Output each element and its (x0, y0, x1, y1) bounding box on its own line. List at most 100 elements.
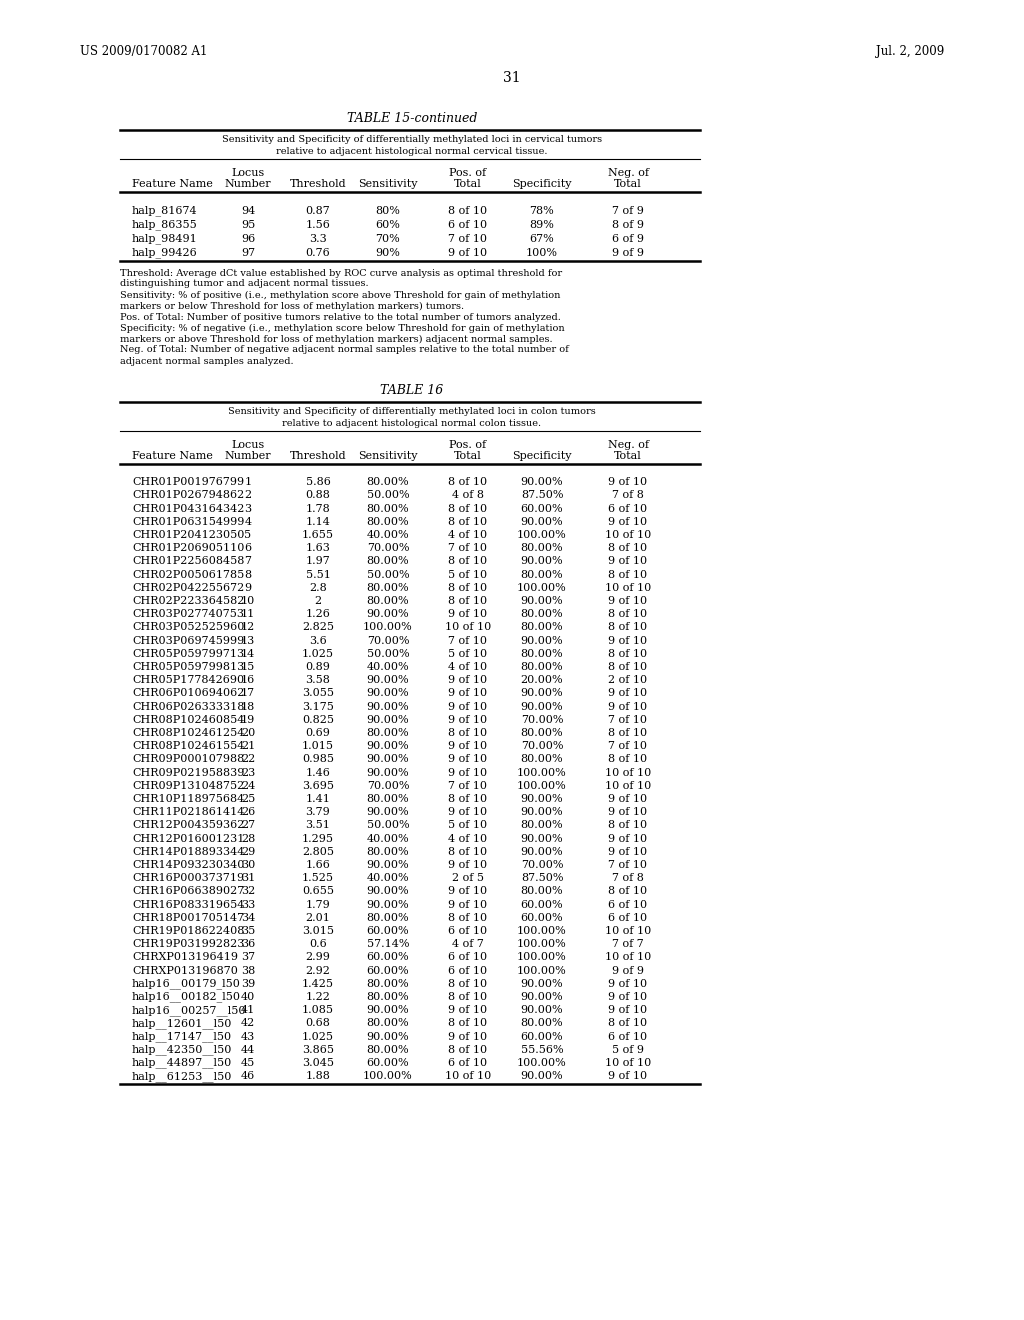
Text: 80.00%: 80.00% (520, 544, 563, 553)
Text: 1.78: 1.78 (305, 504, 331, 513)
Text: 60.00%: 60.00% (367, 1059, 410, 1068)
Text: 70%: 70% (376, 234, 400, 244)
Text: 90.00%: 90.00% (520, 979, 563, 989)
Text: CHR12P004359362: CHR12P004359362 (132, 821, 245, 830)
Text: 34: 34 (241, 913, 255, 923)
Text: 7 of 10: 7 of 10 (449, 636, 487, 645)
Text: 2 of 10: 2 of 10 (608, 676, 647, 685)
Text: 70.00%: 70.00% (367, 636, 410, 645)
Text: 80.00%: 80.00% (367, 557, 410, 566)
Text: Total: Total (454, 180, 482, 189)
Text: 90.00%: 90.00% (367, 1032, 410, 1041)
Text: 70.00%: 70.00% (521, 715, 563, 725)
Text: 80.00%: 80.00% (367, 1019, 410, 1028)
Text: 9 of 10: 9 of 10 (449, 689, 487, 698)
Text: 90.00%: 90.00% (520, 993, 563, 1002)
Text: halp_98491: halp_98491 (132, 234, 198, 244)
Text: 9 of 10: 9 of 10 (608, 847, 647, 857)
Text: 5 of 9: 5 of 9 (612, 1045, 644, 1055)
Text: CHR08P102461554: CHR08P102461554 (132, 742, 245, 751)
Text: CHR10P118975684: CHR10P118975684 (132, 795, 245, 804)
Text: 87.50%: 87.50% (521, 491, 563, 500)
Text: 0.825: 0.825 (302, 715, 334, 725)
Text: 80.00%: 80.00% (520, 729, 563, 738)
Text: 9 of 10: 9 of 10 (608, 597, 647, 606)
Text: CHR03P027740753: CHR03P027740753 (132, 610, 244, 619)
Text: 8: 8 (245, 570, 252, 579)
Text: 60%: 60% (376, 220, 400, 230)
Text: 60.00%: 60.00% (520, 504, 563, 513)
Text: 4 of 7: 4 of 7 (452, 940, 484, 949)
Text: 10 of 10: 10 of 10 (605, 953, 651, 962)
Text: CHR05P059799813: CHR05P059799813 (132, 663, 245, 672)
Text: Threshold: Threshold (290, 451, 346, 461)
Text: 94: 94 (241, 206, 255, 216)
Text: Feature Name: Feature Name (132, 180, 213, 189)
Text: adjacent normal samples analyzed.: adjacent normal samples analyzed. (120, 356, 294, 366)
Text: CHR05P177842690: CHR05P177842690 (132, 676, 244, 685)
Text: CHR01P063154999: CHR01P063154999 (132, 517, 245, 527)
Text: 8 of 10: 8 of 10 (608, 610, 647, 619)
Text: 3.175: 3.175 (302, 702, 334, 711)
Text: 9 of 10: 9 of 10 (449, 742, 487, 751)
Text: Sensitivity and Specificity of differentially methylated loci in cervical tumors: Sensitivity and Specificity of different… (222, 136, 602, 144)
Text: 80.00%: 80.00% (520, 887, 563, 896)
Text: 80.00%: 80.00% (520, 663, 563, 672)
Text: 0.69: 0.69 (305, 729, 331, 738)
Text: 2.805: 2.805 (302, 847, 334, 857)
Text: 8 of 10: 8 of 10 (449, 206, 487, 216)
Text: 6 of 9: 6 of 9 (612, 234, 644, 244)
Text: 7 of 8: 7 of 8 (612, 874, 644, 883)
Text: 8 of 10: 8 of 10 (449, 979, 487, 989)
Text: CHR05P059799713: CHR05P059799713 (132, 649, 244, 659)
Text: 9 of 10: 9 of 10 (449, 861, 487, 870)
Text: 12: 12 (241, 623, 255, 632)
Text: TABLE 15-continued: TABLE 15-continued (347, 111, 477, 124)
Text: 8 of 10: 8 of 10 (449, 795, 487, 804)
Text: halp16__00257__l50: halp16__00257__l50 (132, 1005, 247, 1015)
Text: 10 of 10: 10 of 10 (444, 623, 492, 632)
Text: TABLE 16: TABLE 16 (380, 384, 443, 396)
Text: 89%: 89% (529, 220, 554, 230)
Text: 9 of 10: 9 of 10 (608, 517, 647, 527)
Text: 5.86: 5.86 (305, 478, 331, 487)
Text: 8 of 10: 8 of 10 (449, 729, 487, 738)
Text: 26: 26 (241, 808, 255, 817)
Text: 6 of 10: 6 of 10 (608, 900, 647, 909)
Text: 3.695: 3.695 (302, 781, 334, 791)
Text: 3.51: 3.51 (305, 821, 331, 830)
Text: 60.00%: 60.00% (367, 953, 410, 962)
Text: 44: 44 (241, 1045, 255, 1055)
Text: 100.00%: 100.00% (517, 583, 567, 593)
Text: 90.00%: 90.00% (520, 834, 563, 843)
Text: 2: 2 (314, 597, 322, 606)
Text: 90.00%: 90.00% (367, 808, 410, 817)
Text: 9 of 9: 9 of 9 (612, 248, 644, 257)
Text: 9 of 10: 9 of 10 (608, 993, 647, 1002)
Text: 9: 9 (245, 583, 252, 593)
Text: 60.00%: 60.00% (520, 1032, 563, 1041)
Text: 0.89: 0.89 (305, 663, 331, 672)
Text: 41: 41 (241, 1006, 255, 1015)
Text: 6 of 10: 6 of 10 (449, 220, 487, 230)
Text: 4 of 10: 4 of 10 (449, 834, 487, 843)
Text: Sensitivity: Sensitivity (358, 180, 418, 189)
Text: 9 of 10: 9 of 10 (608, 795, 647, 804)
Text: 35: 35 (241, 927, 255, 936)
Text: 3.58: 3.58 (305, 676, 331, 685)
Text: 2.825: 2.825 (302, 623, 334, 632)
Text: 87.50%: 87.50% (521, 874, 563, 883)
Text: 39: 39 (241, 979, 255, 989)
Text: CHR08P102460854: CHR08P102460854 (132, 715, 245, 725)
Text: 7 of 8: 7 of 8 (612, 491, 644, 500)
Text: 1.655: 1.655 (302, 531, 334, 540)
Text: 7 of 9: 7 of 9 (612, 206, 644, 216)
Text: 8 of 10: 8 of 10 (608, 821, 647, 830)
Text: CHR06P026333318: CHR06P026333318 (132, 702, 245, 711)
Text: CHR01P206905110: CHR01P206905110 (132, 544, 245, 553)
Text: 1.525: 1.525 (302, 874, 334, 883)
Text: 14: 14 (241, 649, 255, 659)
Text: 90.00%: 90.00% (520, 702, 563, 711)
Text: 7 of 10: 7 of 10 (608, 715, 647, 725)
Text: halp__44897__l50: halp__44897__l50 (132, 1057, 232, 1068)
